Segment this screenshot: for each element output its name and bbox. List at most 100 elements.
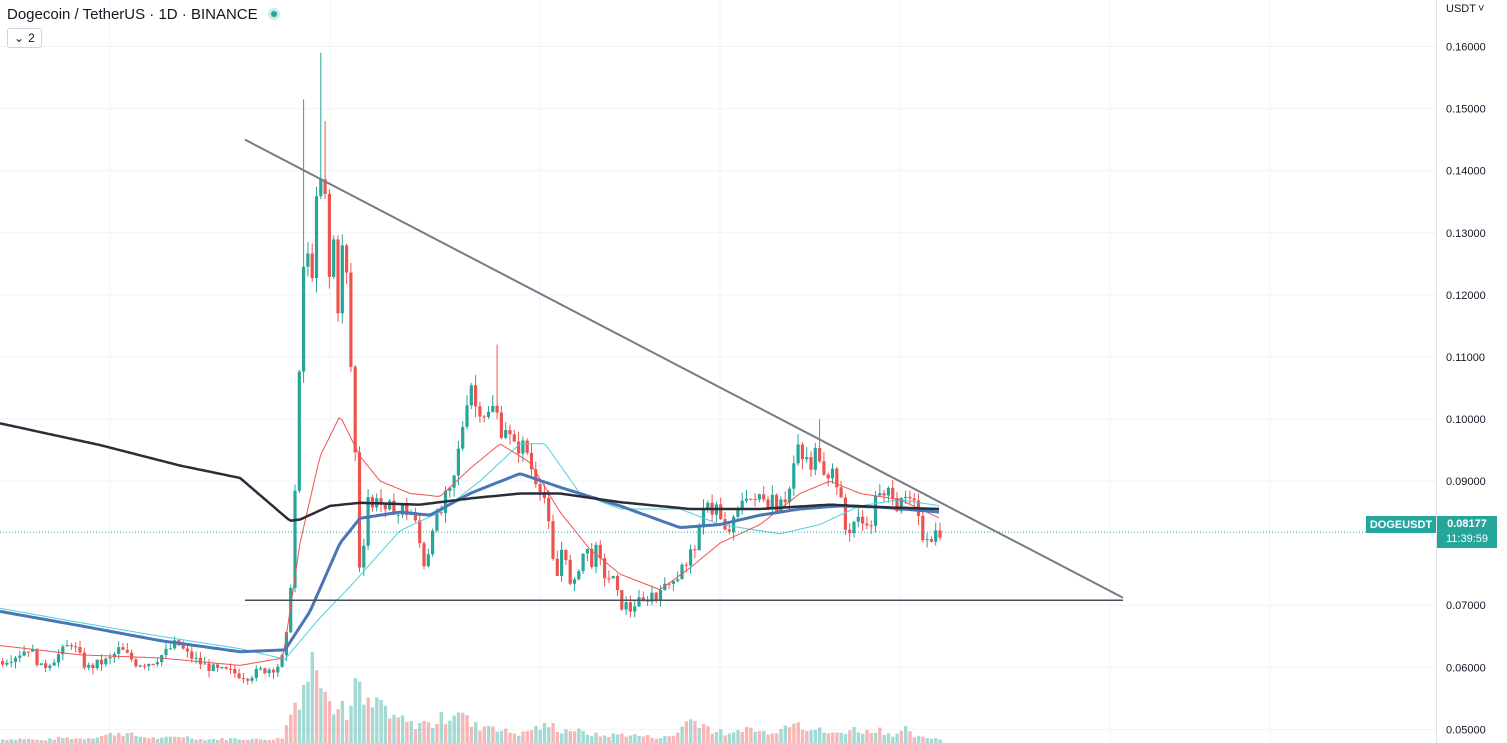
candle-body — [461, 426, 465, 449]
candle-body — [925, 539, 929, 541]
currency-menu-button[interactable]: USDT ˅ — [1446, 3, 1484, 15]
volume-bar — [263, 739, 267, 743]
volume-bar — [529, 730, 534, 743]
volume-bar — [916, 735, 921, 743]
candle-body — [598, 544, 602, 559]
candle-body — [396, 514, 400, 516]
candle-body — [357, 452, 362, 568]
volume-bar — [61, 738, 65, 743]
volume-bar — [848, 730, 852, 743]
candle-body — [478, 406, 482, 417]
volume-bar — [181, 737, 185, 743]
volume-bar — [259, 739, 263, 743]
volume-bar — [555, 732, 560, 743]
candle-body — [254, 668, 258, 678]
symbol-title[interactable]: Dogecoin / TetherUS · 1D · BINANCE — [7, 5, 258, 23]
volume-bar — [757, 731, 762, 743]
volume-bar — [39, 740, 44, 743]
volume-bar — [813, 729, 818, 743]
candle-body — [904, 496, 908, 499]
volume-bar — [431, 727, 435, 743]
volume-bar — [517, 735, 521, 743]
volume-bar — [469, 726, 474, 743]
price-tick-label: 0.11000 — [1446, 352, 1485, 364]
volume-bar — [611, 733, 615, 743]
candle-body — [164, 648, 168, 656]
volume-bar — [680, 726, 684, 743]
candle-body — [706, 502, 710, 508]
volume-bar — [56, 736, 61, 743]
candle-body — [835, 468, 839, 488]
candle-body — [18, 655, 22, 658]
candle-body — [280, 655, 284, 667]
volume-bar — [478, 730, 482, 743]
volume-bar — [508, 732, 512, 743]
candle-body — [426, 554, 430, 567]
volume-bar — [271, 739, 276, 743]
volume-bar — [185, 736, 190, 743]
candle-body — [413, 512, 417, 521]
volume-bar — [276, 738, 280, 743]
candle-body — [237, 673, 241, 679]
volume-bar — [18, 738, 22, 743]
volume-bar — [353, 678, 357, 743]
volume-bar — [852, 727, 856, 743]
candle-body — [938, 530, 942, 538]
volume-bar — [142, 737, 147, 743]
candle-body — [78, 647, 82, 653]
volume-bar — [155, 738, 160, 743]
volume-bar — [770, 733, 775, 743]
candle-body — [615, 576, 620, 591]
candle-body — [250, 677, 254, 681]
chevron-down-icon: ˅ — [1477, 3, 1485, 15]
volume-bar — [237, 739, 241, 743]
candle-body — [843, 497, 847, 530]
volume-bar — [727, 733, 732, 743]
volume-bar — [534, 726, 538, 743]
candle-body — [805, 457, 809, 460]
candle-body — [732, 516, 736, 532]
volume-bar — [289, 714, 293, 743]
candle-body — [465, 405, 469, 427]
volume-bar — [787, 727, 792, 743]
candle-body — [641, 597, 645, 601]
candle-body — [607, 578, 611, 580]
candle-body — [525, 440, 529, 453]
volume-bar — [35, 739, 39, 743]
volume-bar — [856, 732, 861, 743]
chevron-down-icon: ⌄ — [14, 31, 25, 45]
volume-bar — [336, 709, 340, 743]
volume-bar — [323, 691, 327, 743]
candle-body — [663, 583, 667, 591]
last-price-value: 0.08177 — [1447, 518, 1487, 530]
volume-bar — [689, 719, 693, 743]
candle-body — [899, 498, 903, 512]
volume-bar — [26, 738, 31, 743]
candle-body — [878, 493, 882, 496]
candle-body — [108, 657, 112, 659]
candle-body — [538, 484, 542, 493]
volume-bar — [740, 731, 744, 743]
volume-bar — [706, 726, 710, 743]
volume-bar — [620, 733, 624, 743]
candle-body — [185, 648, 190, 652]
candle-body — [482, 416, 486, 418]
volume-bar — [306, 681, 310, 743]
price-tick-label: 0.14000 — [1446, 166, 1486, 178]
candle-body — [908, 496, 912, 499]
candle-body — [886, 487, 890, 496]
volume-bar — [22, 739, 26, 743]
volume-bar — [676, 732, 680, 743]
volume-bar — [581, 730, 585, 743]
volume-bar — [409, 720, 413, 743]
volume-bar — [456, 712, 461, 743]
volume-bar — [345, 719, 349, 743]
indicators-toggle-button[interactable]: ⌄ 2 — [7, 28, 42, 48]
volume-bar — [633, 734, 637, 743]
volume-bar — [190, 738, 194, 743]
candle-body — [383, 504, 387, 510]
volume-bar — [138, 736, 142, 743]
volume-bar — [895, 733, 899, 743]
volume-bar — [332, 714, 336, 743]
